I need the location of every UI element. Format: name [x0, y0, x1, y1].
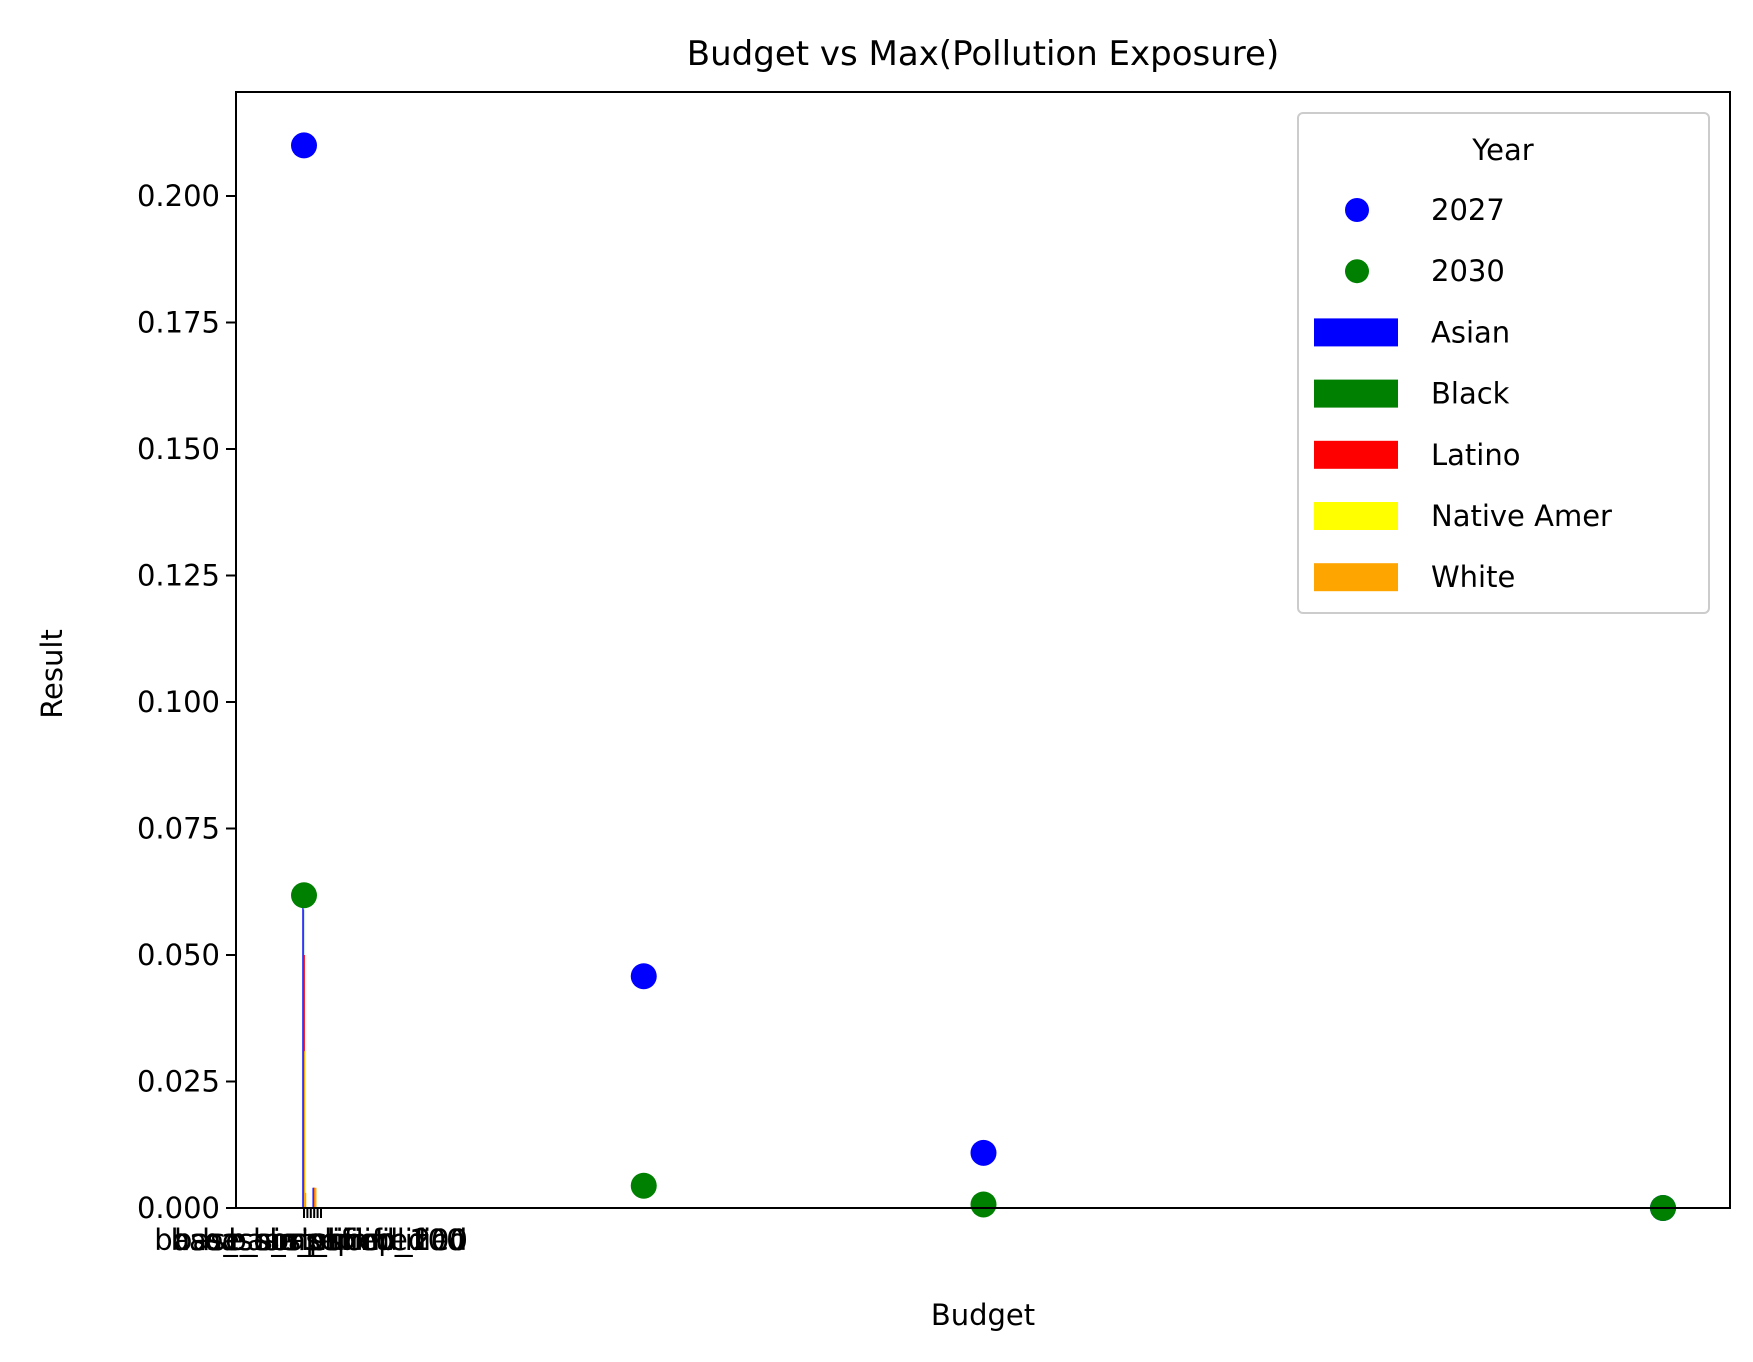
legend-patch-white	[1314, 563, 1398, 592]
x-tick-label: base_short	[228, 1223, 386, 1257]
legend-patch-black	[1314, 379, 1398, 408]
bar-asian	[312, 1187, 314, 1208]
bar-asian	[302, 904, 304, 1208]
bar-white	[315, 1187, 317, 1208]
bar-white	[305, 1192, 307, 1208]
bar-native-amer	[314, 1187, 316, 1208]
y-tick-label: 0.200	[137, 179, 220, 213]
y-tick-label: 0.175	[137, 306, 220, 340]
bar-latino	[313, 1187, 316, 1208]
x-tick-label: base_simplified_100	[171, 1223, 465, 1257]
points-group	[291, 132, 1676, 1221]
legend-label: Asian	[1431, 315, 1510, 349]
x-tick-label: base	[269, 1223, 338, 1257]
plot-frame	[235, 91, 1731, 1209]
y-axis-label: Result	[35, 629, 69, 719]
y-tick-label: 0.150	[137, 432, 220, 466]
legend: Year 2027 2030 Asian Black Latino Native Amer W…	[1297, 112, 1710, 614]
bar-native-amer	[304, 1051, 306, 1208]
bar-black	[313, 1187, 315, 1208]
x-axis: basebase_shortbase_short_simplifiedbase_…	[154, 1208, 468, 1257]
y-tick-label: 0.075	[137, 812, 220, 846]
y-tick-label: 0.100	[137, 685, 220, 719]
legend-box	[1297, 112, 1710, 614]
legend-label: Black	[1431, 377, 1510, 411]
point-2030	[630, 1172, 657, 1199]
y-tick-label: 0.000	[137, 1191, 220, 1225]
legend-label: Latino	[1431, 438, 1520, 472]
legend-marker-2027	[1345, 198, 1369, 222]
point-2030	[970, 1191, 997, 1218]
legend-label: White	[1431, 560, 1515, 594]
point-2030	[291, 882, 317, 909]
legend-label: Native Amer	[1431, 499, 1612, 533]
bar-black	[302, 909, 305, 1208]
legend-label: 2030	[1431, 254, 1505, 288]
point-2027	[970, 1139, 997, 1166]
chart-title: Budget vs Max(Pollution Exposure)	[687, 34, 1279, 74]
bars-group	[302, 904, 317, 1208]
legend-title: Year	[1471, 133, 1533, 167]
y-tick-label: 0.050	[137, 938, 220, 972]
legend-patch-asian	[1314, 318, 1398, 347]
legend-label: 2027	[1431, 193, 1505, 227]
point-2027	[291, 132, 317, 159]
y-tick-label: 0.025	[137, 1065, 220, 1099]
y-tick-label: 0.125	[137, 559, 220, 593]
x-tick-label: base_simplified	[202, 1223, 426, 1257]
legend-marker-2030	[1345, 259, 1369, 284]
legend-patch-latino	[1314, 440, 1398, 469]
point-2027	[630, 963, 657, 990]
x-tick-label: base_short_simplified	[154, 1223, 467, 1257]
x-axis-label: Budget	[931, 1298, 1035, 1332]
x-tick-label: base_simplified_200	[174, 1223, 468, 1257]
y-axis: 0.000 0.025 0.050 0.075 0.100 0.125 0.150 0.175…	[137, 179, 236, 1225]
bar-latino	[303, 955, 305, 1208]
legend-patch-native-amer	[1314, 502, 1398, 530]
